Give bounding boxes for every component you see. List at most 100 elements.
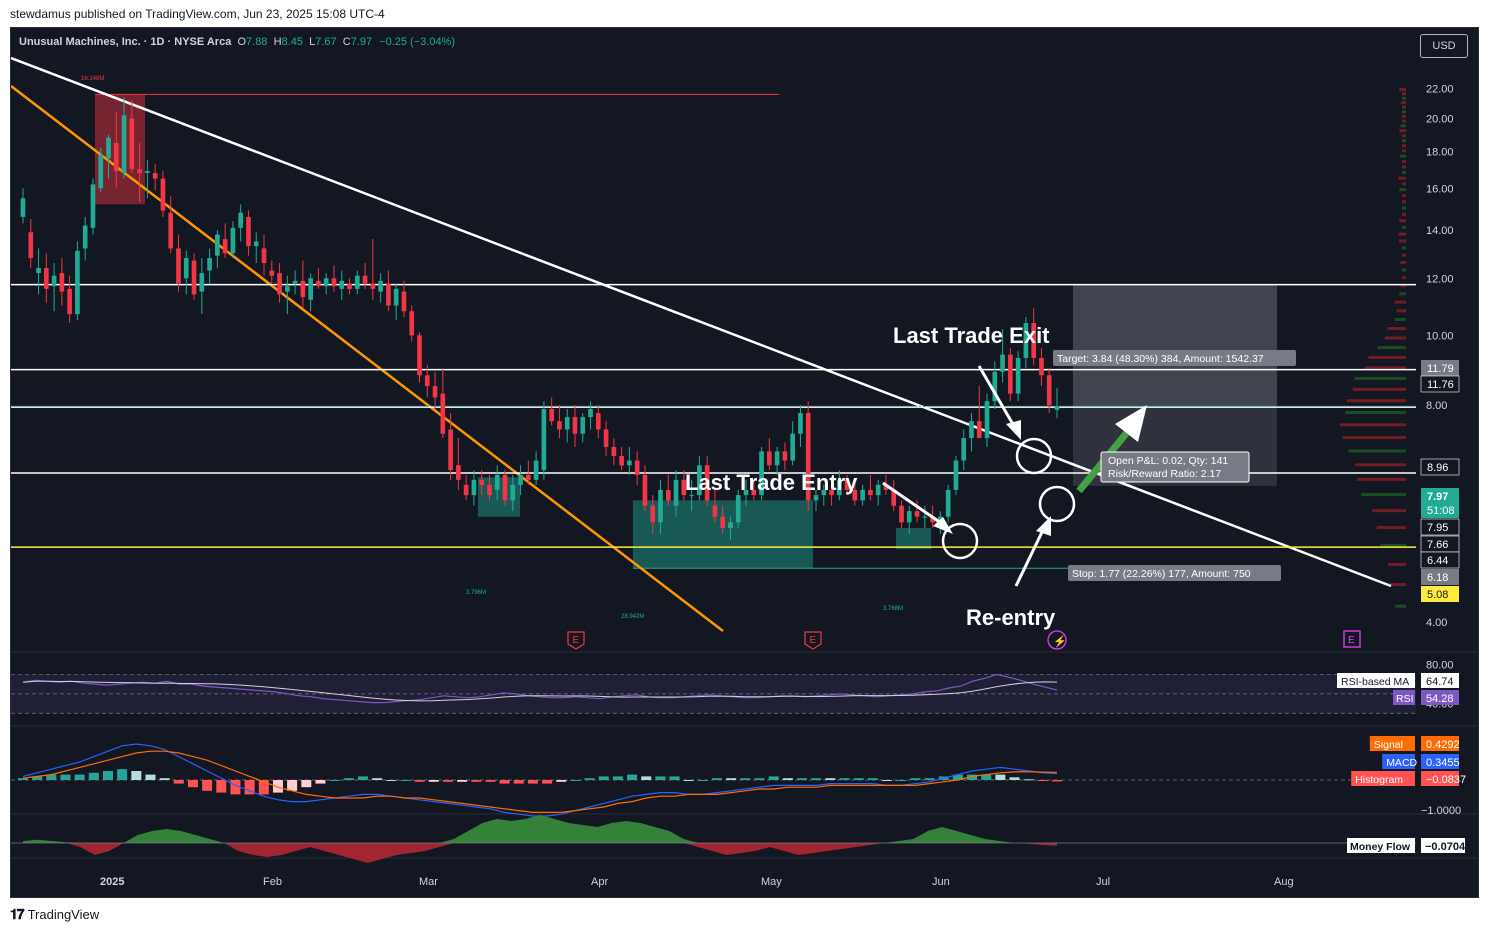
rsi-ma-value: 64.74 — [1426, 676, 1454, 688]
volume-profile-bar — [1402, 120, 1406, 123]
time-tick-3: Apr — [591, 876, 608, 888]
candle-body-119 — [946, 490, 951, 517]
earnings-marker-1: E — [810, 635, 817, 646]
volume-profile-bar — [1402, 115, 1406, 118]
candle-body-38 — [316, 281, 321, 286]
macd-histogram-bar-32 — [471, 780, 481, 782]
macd-histogram-bar-14 — [216, 780, 226, 793]
macd-histogram-bar-50 — [726, 778, 736, 780]
chart-canvas[interactable]: 22.00 20.00 18.00 16.00 14.00 12.00 10.00 8.00 6… — [11, 28, 1478, 897]
candle-body-128 — [1016, 358, 1021, 394]
candle-body-114 — [907, 511, 912, 522]
candle-body-30 — [254, 241, 259, 246]
dividend-icon-glyph: ⚡ — [1053, 635, 1067, 648]
volume-profile-bar — [1398, 233, 1406, 236]
candle-body-66 — [534, 461, 539, 480]
time-tick-5: Jun — [932, 876, 950, 888]
price-change: −0.25 (−3.04%) — [379, 36, 455, 48]
tradingview-logo[interactable]: 𝟏𝟕 TradingView — [10, 906, 99, 923]
tradingview-brand: TradingView — [28, 907, 100, 922]
time-tick-1: Feb — [263, 876, 282, 888]
candle-body-62 — [503, 475, 508, 500]
macd-histogram-bar-47 — [684, 780, 694, 781]
macd-histogram-bar-61 — [882, 780, 892, 781]
volume-profile-bar — [1368, 356, 1406, 359]
volume-profile-bar — [1402, 254, 1406, 257]
money-flow-label: Money Flow — [1350, 841, 1411, 853]
macd-histogram-bar-33 — [485, 780, 495, 782]
macd-histogram-bar-64 — [925, 778, 935, 780]
candle-body-36 — [301, 281, 306, 297]
currency-button[interactable]: USD — [1420, 34, 1468, 58]
candle-body-31 — [262, 248, 267, 263]
candle-body-6 — [67, 289, 72, 314]
candle-body-116 — [923, 517, 928, 518]
macd-histogram-bar-40 — [585, 778, 595, 780]
candle-body-7 — [75, 251, 80, 314]
macd-histogram-bar-21 — [315, 780, 325, 784]
macd-histogram-bar-71 — [1024, 779, 1034, 780]
volume-profile-bar — [1372, 509, 1406, 512]
price-tick-9: 4.00 — [1426, 617, 1447, 629]
money-flow-negative-area — [23, 843, 1057, 863]
price-label-9: 5.08 — [1427, 589, 1448, 601]
candle-body-17 — [153, 173, 158, 179]
rsi-ma-label: RSI-based MA — [1341, 676, 1409, 688]
macd-histogram-bar-11 — [174, 780, 184, 784]
tradingview-logo-icon: 𝟏𝟕 — [10, 906, 24, 923]
macd-histogram-bar-56 — [811, 778, 821, 780]
macd-histogram-bar-37 — [542, 780, 552, 784]
candle-body-83 — [666, 490, 671, 500]
macd-histogram-bar-8 — [131, 771, 141, 780]
volume-profile-bar — [1396, 309, 1406, 312]
volume-profile-bar — [1355, 463, 1406, 466]
rsi-label: RSI — [1396, 693, 1414, 705]
price-label-1: 11.76 — [1427, 379, 1454, 391]
volume-profile-bar — [1377, 526, 1406, 529]
candle-body-69 — [557, 421, 562, 429]
macd-histogram-bar-57 — [825, 778, 835, 780]
chart-frame[interactable]: 22.00 20.00 18.00 16.00 14.00 12.00 10.00 8.00 6… — [10, 27, 1479, 898]
time-tick-4: May — [761, 876, 782, 888]
exit-arrow-head — [1006, 420, 1021, 440]
annotation-re-entry: Re-entry — [966, 605, 1056, 630]
volume-profile-bar — [1402, 182, 1406, 185]
macd-histogram-bar-7 — [117, 769, 127, 780]
candle-body-4 — [52, 276, 57, 287]
macd-histogram-bar-60 — [868, 778, 878, 780]
candle-body-0 — [21, 198, 26, 217]
candle-body-22 — [192, 261, 197, 295]
volume-profile-bar — [1402, 246, 1406, 249]
candle-body-54 — [440, 394, 445, 434]
candle-body-39 — [324, 278, 329, 286]
candle-body-57 — [464, 485, 469, 495]
candle-body-90 — [720, 517, 725, 528]
candle-body-40 — [332, 278, 337, 286]
price-tick-2: 18.00 — [1426, 146, 1454, 158]
price-label-8: 6.18 — [1427, 572, 1448, 584]
volume-profile-bar — [1402, 149, 1406, 152]
candle-body-45 — [371, 284, 376, 289]
candle-body-77 — [619, 456, 624, 465]
candle-body-12 — [114, 143, 119, 171]
volume-profile-bar — [1395, 301, 1406, 304]
volume-profile-bar — [1402, 206, 1406, 209]
candle-body-76 — [612, 447, 617, 456]
candle-body-115 — [915, 511, 920, 517]
candle-body-89 — [713, 506, 718, 517]
candle-body-121 — [961, 438, 966, 461]
price-tick-1: 20.00 — [1426, 113, 1454, 125]
volume-profile-bar — [1388, 327, 1406, 330]
macd-histogram-bar-54 — [783, 778, 793, 780]
macd-histogram-bar-53 — [769, 776, 779, 780]
time-tick-2: Mar — [419, 876, 438, 888]
money-flow-value: −0.0704 — [1425, 841, 1466, 853]
candle-body-98 — [783, 451, 788, 460]
volume-profile-bar — [1378, 346, 1406, 349]
candle-body-60 — [487, 485, 492, 495]
candle-body-15 — [137, 169, 142, 173]
candle-body-8 — [83, 226, 88, 249]
candle-body-23 — [199, 273, 204, 291]
candle-body-44 — [363, 276, 368, 284]
macd-histogram-bar-0 — [18, 778, 28, 780]
